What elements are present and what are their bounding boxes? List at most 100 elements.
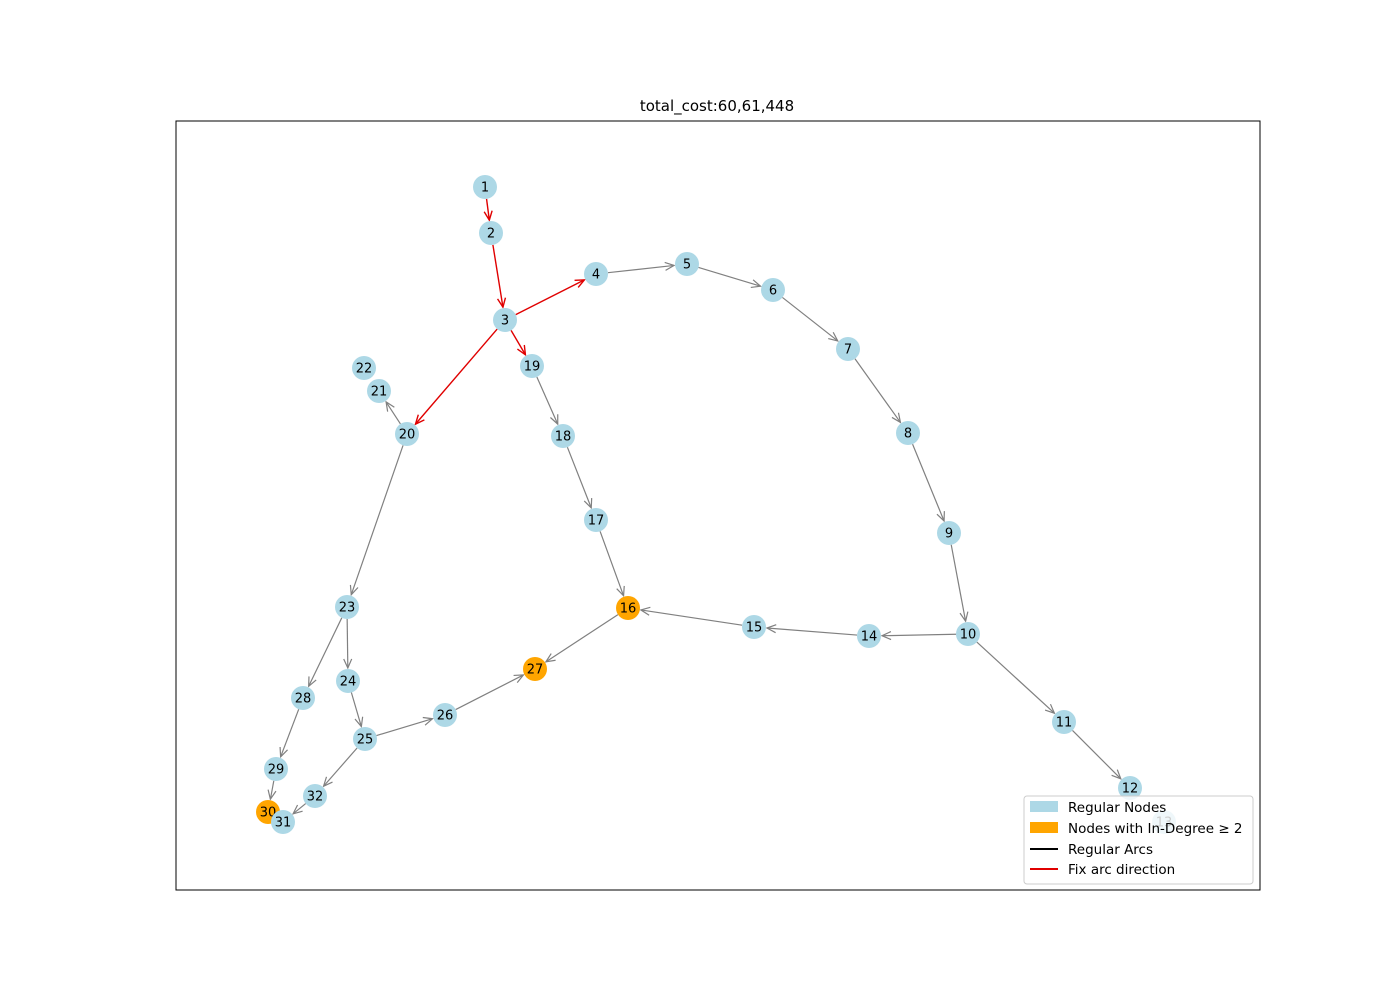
- edge-8-9: [911, 443, 945, 523]
- nodes-layer: 1234567891011121314151617181920212223242…: [256, 175, 1176, 834]
- edge-7-8: [854, 358, 902, 424]
- node-label: 14: [861, 630, 878, 645]
- node-label: 24: [340, 675, 357, 690]
- edge-24-25: [350, 692, 364, 728]
- node-label: 17: [588, 514, 605, 529]
- edge-20-21: [385, 400, 401, 425]
- node-label: 22: [356, 362, 373, 377]
- node-label: 2: [487, 227, 495, 242]
- node-4: 4: [584, 262, 608, 286]
- node-16: 16: [616, 596, 640, 620]
- node-label: 4: [592, 268, 600, 283]
- node-21: 21: [367, 379, 391, 403]
- legend-label-in-degree-nodes: Nodes with In-Degree ≥ 2: [1068, 821, 1243, 837]
- edge-19-18: [536, 376, 559, 426]
- edge-26-27: [455, 674, 525, 711]
- node-label: 1: [481, 181, 489, 196]
- node-label: 25: [357, 733, 374, 748]
- legend-box: [1023, 795, 1254, 885]
- edge-4-5: [607, 261, 676, 274]
- node-5: 5: [675, 252, 699, 276]
- node-label: 18: [555, 430, 572, 445]
- node-24: 24: [336, 669, 360, 693]
- plot-frame: [175, 120, 1261, 891]
- edge-1-2: [483, 198, 493, 222]
- node-label: 31: [275, 816, 292, 831]
- node-label: 20: [399, 428, 416, 443]
- node-label: 8: [904, 427, 912, 442]
- edge-28-29: [279, 709, 300, 759]
- node-label: 11: [1056, 716, 1073, 731]
- legend-label-regular-arcs: Regular Arcs: [1068, 842, 1153, 858]
- node-22: 22: [352, 356, 376, 380]
- node-29: 29: [264, 757, 288, 781]
- edge-14-15: [765, 624, 858, 636]
- node-11: 11: [1052, 710, 1076, 734]
- edge-10-14: [880, 631, 957, 641]
- node-31: 31: [271, 810, 295, 834]
- node-label: 6: [769, 284, 777, 299]
- node-label: 16: [620, 602, 637, 617]
- node-20: 20: [395, 422, 419, 446]
- node-10: 10: [956, 622, 980, 646]
- edge-3-20: [414, 328, 498, 426]
- edge-3-4: [515, 279, 586, 316]
- node-label: 26: [437, 709, 454, 724]
- legend-label-fix-arc-direction: Fix arc direction: [1068, 862, 1175, 878]
- node-label: 23: [339, 601, 356, 616]
- node-12: 12: [1118, 776, 1142, 800]
- legend-label-regular-nodes: Regular Nodes: [1068, 800, 1166, 816]
- node-2: 2: [479, 221, 503, 245]
- edge-6-7: [782, 296, 839, 342]
- node-label: 5: [683, 258, 691, 273]
- node-27: 27: [523, 657, 547, 681]
- edge-16-27: [544, 614, 619, 663]
- node-label: 29: [268, 763, 285, 778]
- node-label: 3: [501, 314, 509, 329]
- node-label: 9: [945, 527, 953, 542]
- node-label: 10: [960, 628, 977, 643]
- edge-20-23: [349, 445, 404, 597]
- edge-9-10: [950, 544, 969, 623]
- legend-swatch-regular-nodes: [1030, 801, 1058, 812]
- edge-3-19: [510, 329, 527, 357]
- node-18: 18: [551, 424, 575, 448]
- edge-17-16: [599, 531, 625, 598]
- edge-23-28: [308, 617, 343, 688]
- node-17: 17: [584, 508, 608, 532]
- edge-5-6: [698, 266, 762, 289]
- node-32: 32: [303, 784, 327, 808]
- node-8: 8: [896, 421, 920, 445]
- legend: Regular Nodes Nodes with In-Degree ≥ 2 R…: [1023, 795, 1254, 885]
- edge-32-31: [291, 803, 307, 815]
- node-label: 21: [371, 385, 388, 400]
- edge-2-3: [492, 244, 507, 309]
- edge-25-32: [322, 747, 358, 788]
- edge-25-26: [376, 716, 434, 737]
- node-label: 27: [527, 663, 544, 678]
- node-label: 19: [524, 360, 541, 375]
- node-label: 7: [844, 343, 852, 358]
- node-14: 14: [857, 624, 881, 648]
- node-26: 26: [433, 703, 457, 727]
- node-23: 23: [335, 595, 359, 619]
- edge-29-30: [267, 780, 277, 801]
- node-label: 28: [295, 692, 312, 707]
- edge-23-24: [343, 618, 353, 670]
- node-label: 15: [746, 621, 763, 636]
- node-6: 6: [761, 278, 785, 302]
- node-19: 19: [520, 354, 544, 378]
- legend-swatch-in-degree-nodes: [1030, 822, 1058, 833]
- edge-15-16: [639, 606, 743, 626]
- node-28: 28: [291, 686, 315, 710]
- node-7: 7: [836, 337, 860, 361]
- node-1: 1: [473, 175, 497, 199]
- node-25: 25: [353, 727, 377, 751]
- node-label: 32: [307, 790, 324, 805]
- edge-11-12: [1072, 730, 1122, 780]
- node-9: 9: [937, 521, 961, 545]
- node-15: 15: [742, 615, 766, 639]
- edge-18-17: [566, 446, 593, 510]
- node-label: 30: [260, 806, 277, 821]
